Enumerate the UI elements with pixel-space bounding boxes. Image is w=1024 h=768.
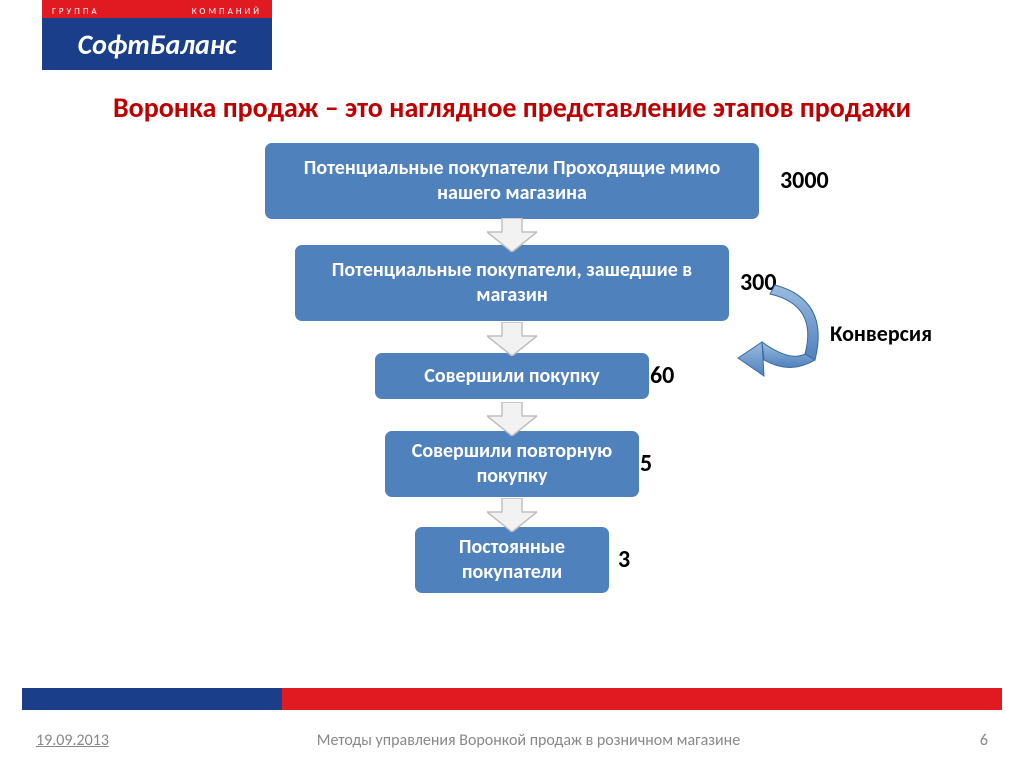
logo-top-right: КОМПАНИЙ <box>192 6 262 17</box>
funnel-stage-2: Совершили покупку <box>372 350 652 402</box>
funnel-value-4: 3 <box>618 545 630 574</box>
funnel-arrow-0 <box>487 218 537 252</box>
footer-caption: Методы управления Воронкой продаж в розн… <box>109 731 948 750</box>
funnel-arrow-1 <box>487 322 537 356</box>
footer-date: 19.09.2013 <box>36 731 109 750</box>
logo: ГРУППА КОМПАНИЙ СофтБаланс <box>42 0 272 70</box>
conversion-label: Конверсия <box>830 320 932 347</box>
funnel-stage-3: Совершили повторную покупку <box>382 428 642 500</box>
funnel-arrow-3 <box>487 498 537 532</box>
footer-page: 6 <box>948 731 988 750</box>
funnel-stage-4: Постоянные покупатели <box>412 524 612 596</box>
funnel-value-0: 3000 <box>780 166 829 195</box>
funnel-value-2: 60 <box>650 361 674 390</box>
footer-bar <box>22 688 1002 710</box>
funnel-stage-1: Потенциальные покупатели, зашедшие в маг… <box>292 242 732 324</box>
footer: 19.09.2013 Методы управления Воронкой пр… <box>0 731 1024 750</box>
logo-top-left: ГРУППА <box>52 6 100 17</box>
logo-main: СофтБаланс <box>42 18 272 70</box>
funnel-stage-0: Потенциальные покупатели Проходящие мимо… <box>262 140 762 222</box>
funnel-value-3: 5 <box>640 449 652 478</box>
funnel-arrow-2 <box>487 402 537 436</box>
slide-title: Воронка продаж – это наглядное представл… <box>20 90 1004 125</box>
conversion-arrow-icon <box>720 280 840 385</box>
